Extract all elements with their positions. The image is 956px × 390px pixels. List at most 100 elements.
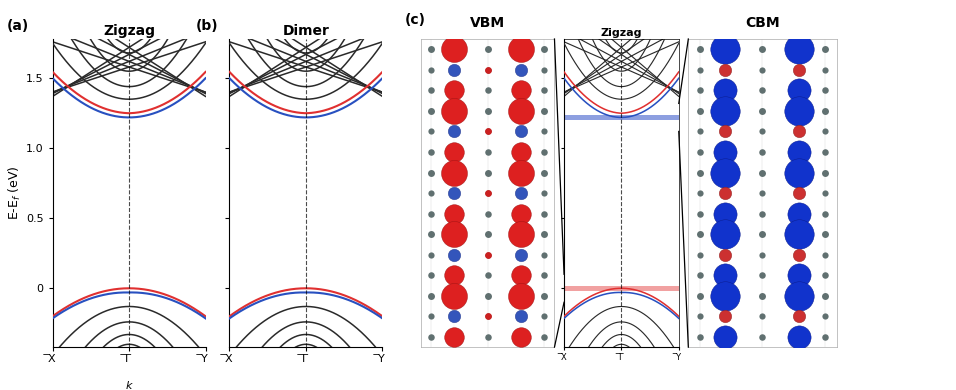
Point [718, 272, 733, 278]
Point [718, 211, 733, 217]
Point [536, 252, 552, 258]
Point [718, 190, 733, 196]
Point [755, 128, 771, 135]
Point [718, 252, 733, 258]
Point [792, 292, 807, 299]
Point [817, 149, 833, 155]
Title: Zigzag: Zigzag [103, 24, 155, 38]
Point [817, 231, 833, 237]
Point [480, 108, 495, 114]
Point [755, 292, 771, 299]
Point [718, 169, 733, 176]
Point [446, 128, 462, 135]
Point [480, 128, 495, 135]
Y-axis label: E-E$_f$ (eV): E-E$_f$ (eV) [7, 166, 23, 220]
Point [792, 128, 807, 135]
Point [536, 313, 552, 319]
Point [424, 231, 439, 237]
Point [513, 87, 529, 94]
Point [424, 46, 439, 52]
Point [792, 67, 807, 73]
Point [480, 313, 495, 319]
Title: Dimer: Dimer [282, 24, 330, 38]
Point [692, 190, 707, 196]
Point [513, 292, 529, 299]
Point [817, 334, 833, 340]
Point [692, 252, 707, 258]
Point [755, 313, 771, 319]
Point [792, 190, 807, 196]
Point [718, 128, 733, 135]
Point [755, 272, 771, 278]
Bar [564, 286, 679, 291]
Point [755, 169, 771, 176]
Point [536, 334, 552, 340]
Point [755, 108, 771, 114]
Point [755, 231, 771, 237]
Point [692, 292, 707, 299]
Point [536, 149, 552, 155]
Point [424, 292, 439, 299]
Bar [564, 115, 679, 120]
Point [755, 87, 771, 94]
Point [536, 272, 552, 278]
Point [446, 272, 462, 278]
Point [692, 313, 707, 319]
Point [446, 67, 462, 73]
Point [718, 313, 733, 319]
Point [792, 169, 807, 176]
Point [792, 149, 807, 155]
Point [424, 272, 439, 278]
Point [536, 87, 552, 94]
Point [513, 169, 529, 176]
Point [692, 108, 707, 114]
Point [480, 272, 495, 278]
Point [424, 334, 439, 340]
Point [536, 190, 552, 196]
Point [692, 169, 707, 176]
Point [692, 128, 707, 135]
Point [513, 67, 529, 73]
Point [792, 108, 807, 114]
Point [446, 211, 462, 217]
Point [755, 190, 771, 196]
Point [718, 292, 733, 299]
Point [755, 67, 771, 73]
Point [817, 272, 833, 278]
Text: (b): (b) [196, 19, 218, 33]
Point [513, 149, 529, 155]
Point [446, 292, 462, 299]
Point [480, 334, 495, 340]
Point [424, 108, 439, 114]
Point [718, 46, 733, 52]
Point [536, 67, 552, 73]
Point [755, 252, 771, 258]
Point [817, 67, 833, 73]
Point [792, 313, 807, 319]
Point [480, 190, 495, 196]
Point [692, 272, 707, 278]
Point [718, 231, 733, 237]
Point [692, 149, 707, 155]
Point [817, 190, 833, 196]
Point [480, 87, 495, 94]
Point [692, 87, 707, 94]
Point [718, 334, 733, 340]
Point [513, 313, 529, 319]
Point [480, 190, 495, 196]
Point [692, 334, 707, 340]
Point [480, 211, 495, 217]
Point [536, 211, 552, 217]
Point [792, 87, 807, 94]
Point [446, 46, 462, 52]
Point [446, 231, 462, 237]
Point [536, 108, 552, 114]
Point [480, 252, 495, 258]
Point [446, 108, 462, 114]
Point [536, 46, 552, 52]
Point [513, 190, 529, 196]
Point [718, 67, 733, 73]
Point [424, 169, 439, 176]
Point [424, 87, 439, 94]
Point [817, 87, 833, 94]
